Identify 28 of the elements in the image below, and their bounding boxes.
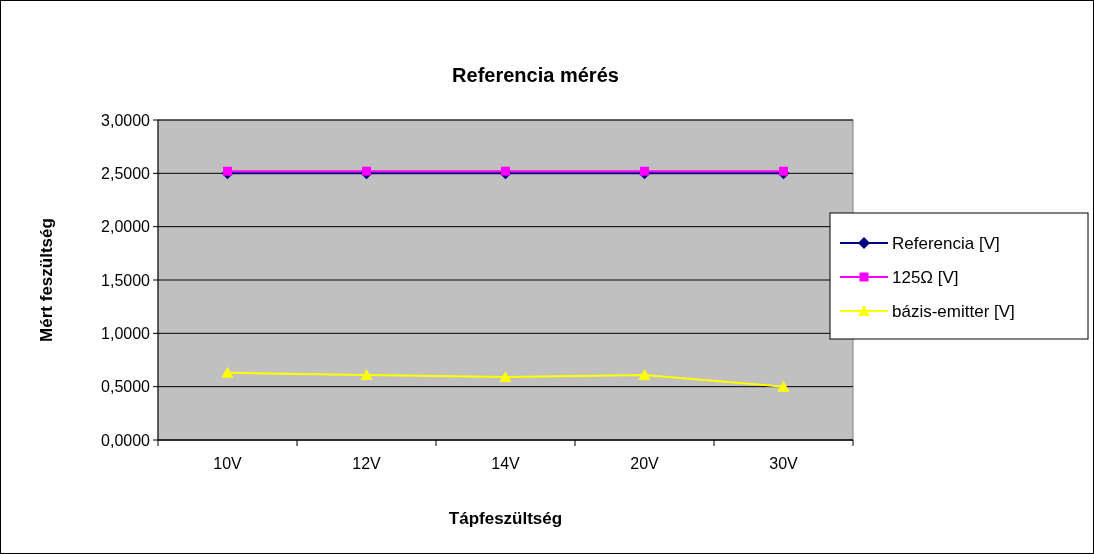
y-tick-label: 2,0000 [101,218,151,236]
point [499,371,512,383]
y-tick-label: 0,5000 [101,378,151,396]
x-tick-label: 12V [352,455,382,472]
x-tick-label: 14V [491,455,521,472]
point [638,368,651,380]
point [501,166,510,176]
legend-label: bázis-emitter [V] [892,301,1015,321]
point [221,366,234,378]
x-axis-title: Tápfeszültség [448,509,563,528]
legend-label: 125Ω [V] [892,267,959,287]
point [640,166,649,176]
y-tick-label: 1,0000 [101,324,151,342]
legend-label: Referencia [V] [892,233,1000,253]
point [362,166,371,176]
x-tick-label: 30V [769,455,799,472]
x-tick-label: 20V [630,455,660,472]
point [779,166,788,176]
y-tick-label: 0,0000 [101,431,151,449]
y-tick-label: 3,0000 [101,111,151,129]
point [777,380,790,392]
y-tick-label: 1,5000 [101,271,151,289]
y-tick-label: 2,5000 [101,164,151,182]
point [360,368,373,380]
chart-title: Referencia mérés [452,64,619,86]
x-tick-label: 10V [213,455,243,472]
y-axis-title: Mért feszültség [37,218,56,342]
point [223,166,232,176]
